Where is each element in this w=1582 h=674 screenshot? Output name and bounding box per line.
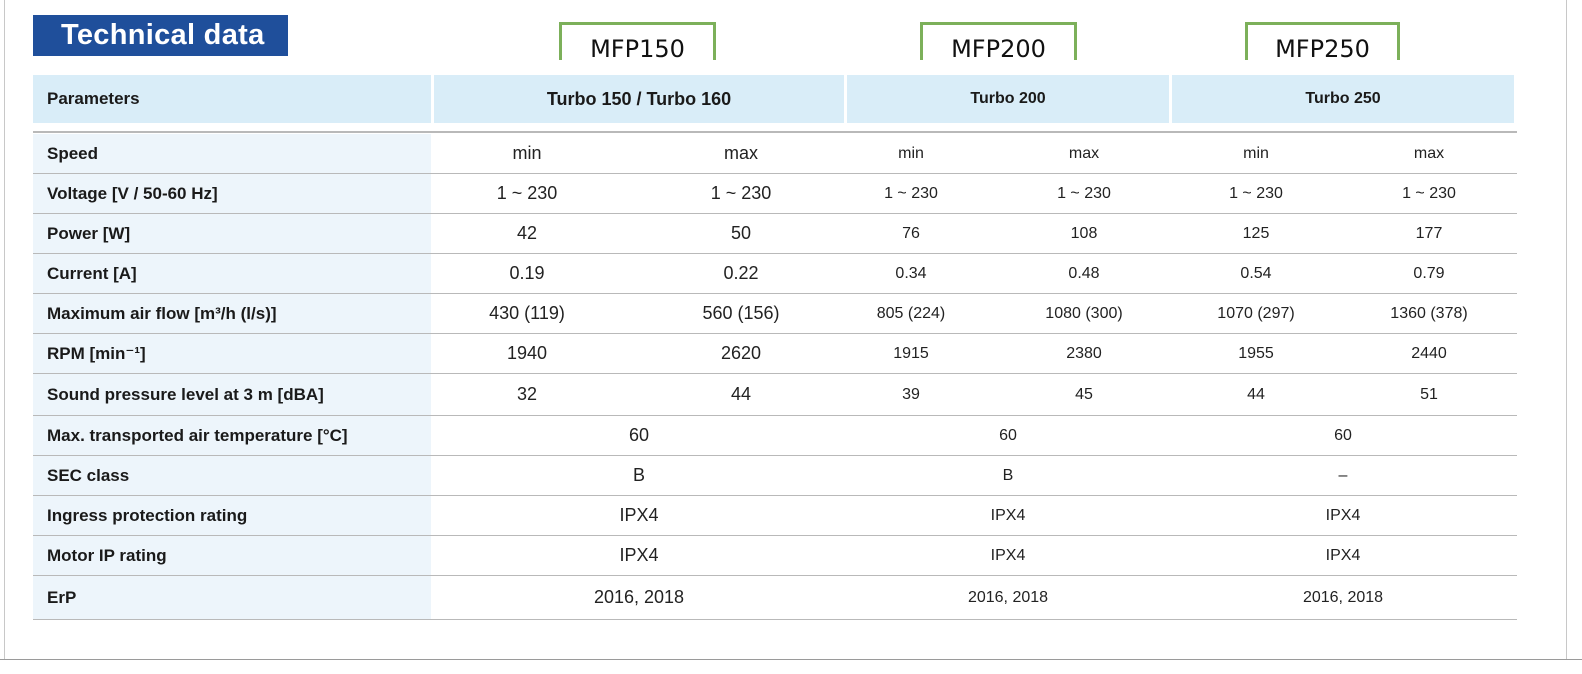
- table-cell: 2380: [1066, 344, 1102, 362]
- header-divider: [33, 131, 1517, 133]
- row-label: Voltage [V / 50-60 Hz]: [33, 174, 431, 213]
- table-row-power: Power [W] 42 50 76 108 125 177: [33, 214, 1517, 254]
- row-label: Motor IP rating: [33, 536, 431, 575]
- row-label: Speed: [33, 134, 431, 173]
- left-border-line: [4, 0, 5, 660]
- table-cell: 2620: [720, 343, 762, 363]
- table-row-ingress-protection: Ingress protection rating IPX4 IPX4 IPX4: [33, 496, 1517, 536]
- table-row-sec-class: SEC class B B –: [33, 456, 1517, 496]
- table-row-voltage: Voltage [V / 50-60 Hz] 1 ~ 230 1 ~ 230 1…: [33, 174, 1517, 214]
- table-cell: 45: [1075, 385, 1093, 403]
- table-cell: 44: [730, 384, 752, 404]
- table-cell: 2440: [1411, 344, 1447, 362]
- table-cell: IPX4: [619, 505, 659, 525]
- table-cell: 0.48: [1068, 264, 1100, 282]
- table-cell: 60: [999, 426, 1017, 444]
- row-label: RPM [min⁻¹]: [33, 334, 431, 373]
- bottom-border-line: [0, 659, 1582, 660]
- table-cell: IPX4: [1325, 506, 1361, 524]
- table-cell: IPX4: [990, 546, 1026, 564]
- table-cell: 1955: [1238, 344, 1274, 362]
- table-cell: 1 ~ 230: [1057, 184, 1111, 202]
- model-label-mfp200: MFP200: [920, 22, 1077, 63]
- table-cell: 0.22: [723, 263, 759, 283]
- table-cell: 2016, 2018: [967, 588, 1049, 606]
- table-row-rpm: RPM [min⁻¹] 1940 2620 1915 2380 1955 244…: [33, 334, 1517, 374]
- header-parameters: Parameters: [33, 75, 431, 123]
- table-row-max-air-temperature: Max. transported air temperature [°C] 60…: [33, 416, 1517, 456]
- table-row-erp: ErP 2016, 2018 2016, 2018 2016, 2018: [33, 576, 1517, 620]
- table-cell: 1 ~ 230: [884, 184, 938, 202]
- table-cell: 1 ~ 230: [1229, 184, 1283, 202]
- table-cell: 430 (119): [489, 303, 565, 323]
- table-cell: 1360 (378): [1390, 304, 1468, 322]
- row-label: ErP: [33, 576, 431, 619]
- table-cell: min: [1243, 144, 1269, 162]
- table-cell: 805 (224): [876, 304, 946, 322]
- table-cell: IPX4: [1325, 546, 1361, 564]
- header-group-turbo-150-160: Turbo 150 / Turbo 160: [434, 75, 844, 123]
- table-cell: 1915: [893, 344, 929, 362]
- table-cell: 2016, 2018: [593, 587, 685, 607]
- table-cell: 32: [516, 384, 538, 404]
- header-group-turbo-200: Turbo 200: [847, 75, 1169, 123]
- table-cell: 1 ~ 230: [1402, 184, 1456, 202]
- table-cell: 1940: [506, 343, 548, 363]
- header-group-turbo-250: Turbo 250: [1172, 75, 1514, 123]
- row-label: Sound pressure level at 3 m [dBA]: [33, 374, 431, 415]
- table-cell: –: [1338, 466, 1348, 484]
- table-cell: 560 (156): [702, 303, 780, 323]
- row-label: Max. transported air temperature [°C]: [33, 416, 431, 455]
- row-label: Power [W]: [33, 214, 431, 253]
- table-row-sound-pressure: Sound pressure level at 3 m [dBA] 32 44 …: [33, 374, 1517, 416]
- table-cell: 1070 (297): [1217, 304, 1295, 322]
- table-cell: max: [723, 143, 758, 163]
- table-cell: 1080 (300): [1045, 304, 1123, 322]
- table-cell: IPX4: [619, 545, 659, 565]
- table-cell: min: [512, 143, 542, 163]
- table-cell: B: [1002, 466, 1014, 484]
- table-cell: 39: [902, 385, 920, 403]
- table-cell: 1 ~ 230: [710, 183, 772, 203]
- table-cell: 108: [1070, 224, 1098, 242]
- table-cell: 60: [628, 425, 650, 445]
- table-row-speed: Speed min max min max min max: [33, 134, 1517, 174]
- table-cell: 1 ~ 230: [496, 183, 558, 203]
- table-cell: 42: [516, 223, 538, 243]
- table-cell: 50: [730, 223, 752, 243]
- table-row-max-air-flow: Maximum air flow [m³/h (l/s)] 430 (119) …: [33, 294, 1517, 334]
- model-label-mfp150: MFP150: [559, 22, 716, 63]
- table-cell: 177: [1415, 224, 1443, 242]
- table-cell: 0.79: [1413, 264, 1445, 282]
- table-cell: 2016, 2018: [1302, 588, 1384, 606]
- right-border-line: [1566, 0, 1567, 660]
- table-cell: 76: [902, 224, 920, 242]
- row-label: SEC class: [33, 456, 431, 495]
- table-cell: 125: [1242, 224, 1270, 242]
- table-cell: 0.34: [895, 264, 927, 282]
- row-label: Current [A]: [33, 254, 431, 293]
- table-cell: max: [1068, 144, 1100, 162]
- table-cell: min: [898, 144, 924, 162]
- table-cell: 0.19: [509, 263, 545, 283]
- table-row-motor-ip-rating: Motor IP rating IPX4 IPX4 IPX4: [33, 536, 1517, 576]
- model-label-mfp250: MFP250: [1245, 22, 1400, 63]
- row-label: Maximum air flow [m³/h (l/s)]: [33, 294, 431, 333]
- table-cell: 0.54: [1240, 264, 1272, 282]
- row-label: Ingress protection rating: [33, 496, 431, 535]
- table-row-current: Current [A] 0.19 0.22 0.34 0.48 0.54 0.7…: [33, 254, 1517, 294]
- table-cell: B: [632, 465, 645, 485]
- page-title: Technical data: [33, 15, 288, 56]
- table-cell: 60: [1334, 426, 1352, 444]
- table-cell: 44: [1247, 385, 1265, 403]
- table-cell: 51: [1420, 385, 1438, 403]
- table-cell: max: [1413, 144, 1445, 162]
- table-cell: IPX4: [990, 506, 1026, 524]
